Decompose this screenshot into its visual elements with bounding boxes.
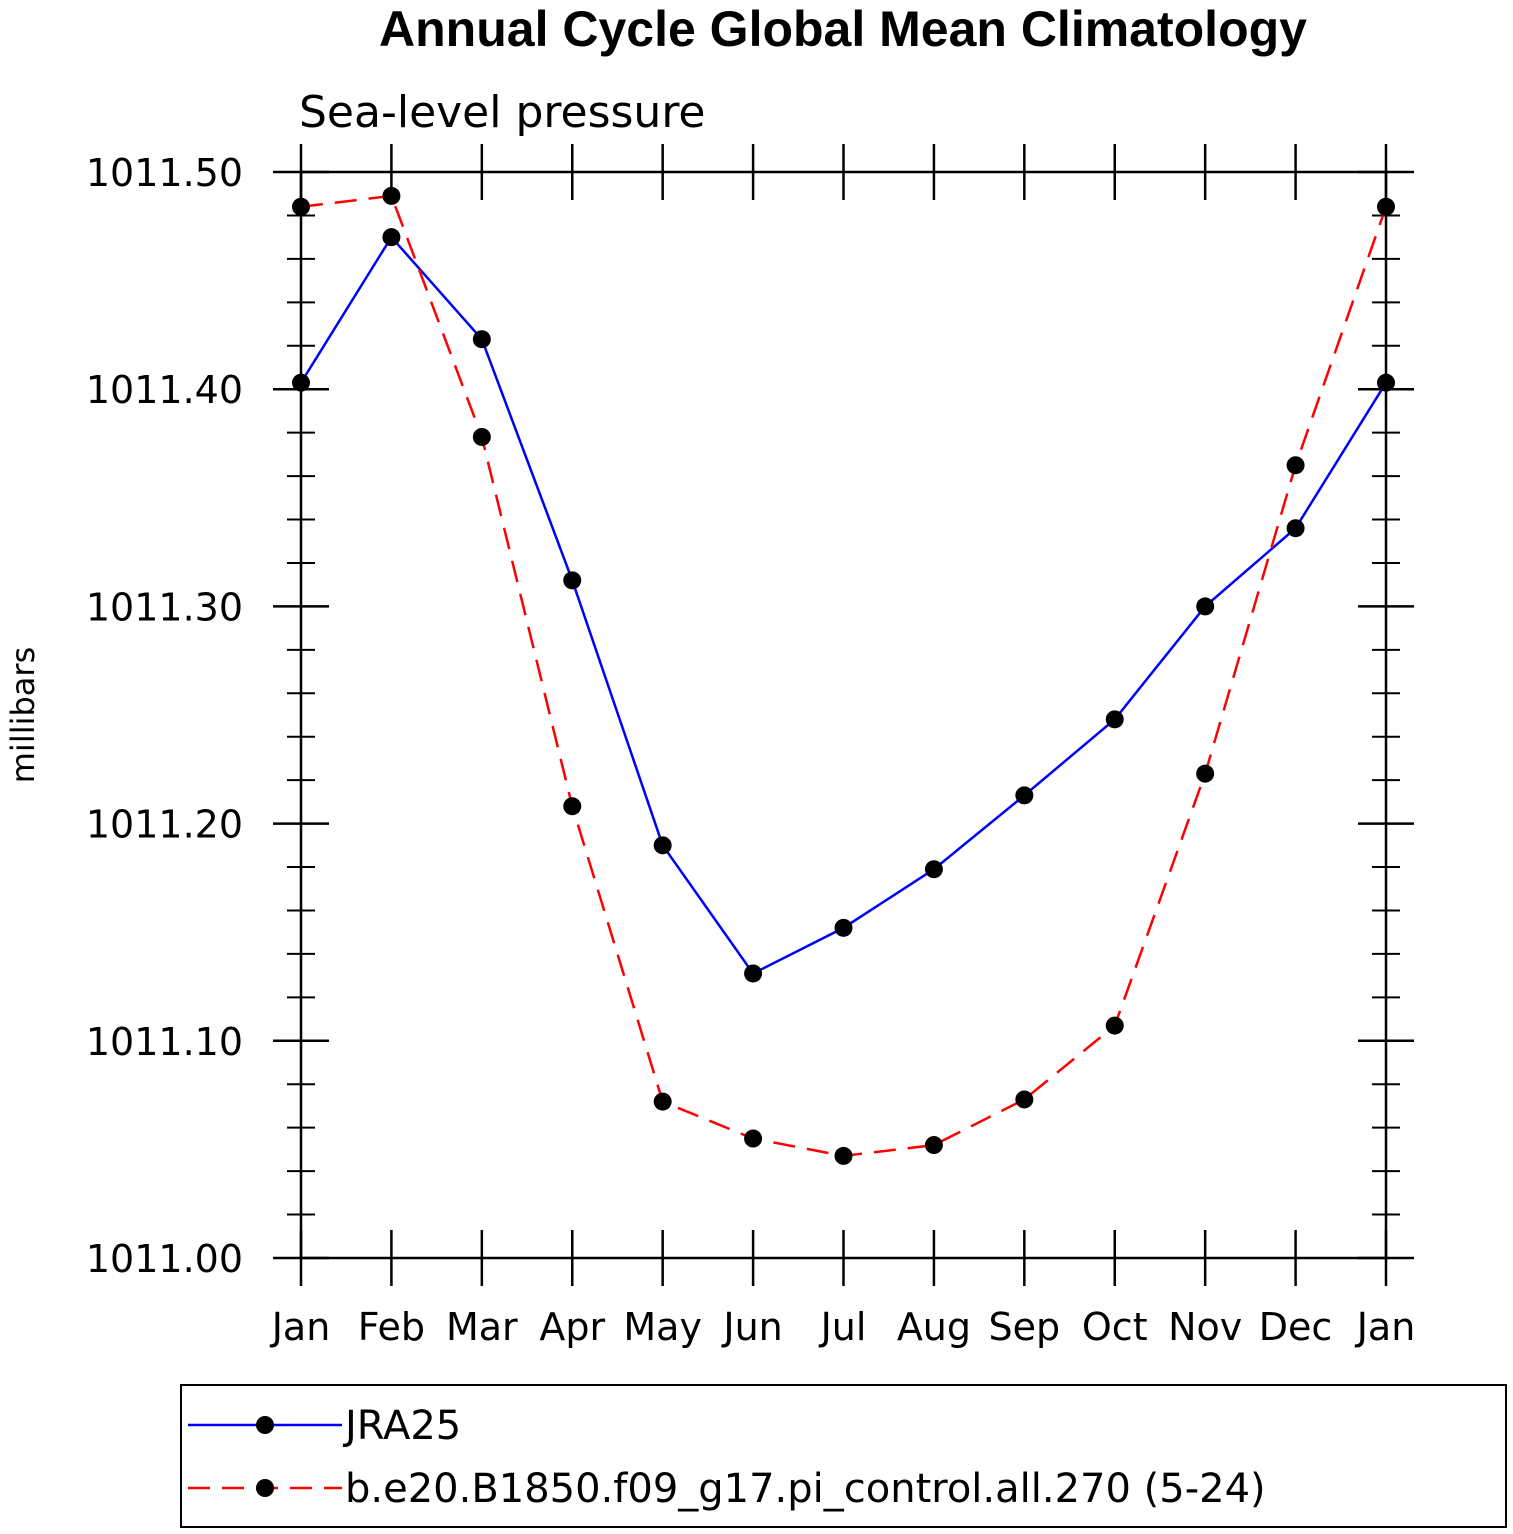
legend-label-jra25: JRA25 bbox=[342, 1403, 461, 1449]
tick-labels: Jan Feb Mar Apr May Jun Jul Aug Sep Oct Nov Dec Jan 1… bbox=[86, 151, 1415, 1349]
y-axis-label: millibars bbox=[4, 647, 42, 783]
legend-marker-jra25 bbox=[256, 1416, 274, 1434]
x-tick-label: Oct bbox=[1082, 1305, 1148, 1349]
x-tick-label: Sep bbox=[989, 1305, 1061, 1349]
data-point-series-0 bbox=[653, 836, 672, 855]
data-point-series-1 bbox=[924, 1136, 943, 1155]
data-point-series-0 bbox=[1286, 519, 1305, 538]
data-point-series-1 bbox=[834, 1146, 853, 1165]
x-tick-label: Jun bbox=[721, 1305, 782, 1349]
data-point-series-0 bbox=[744, 964, 763, 983]
y-tick-label: 1011.00 bbox=[86, 1237, 243, 1281]
chart-title: Annual Cycle Global Mean Climatology bbox=[379, 1, 1307, 57]
series-line-0 bbox=[299, 235, 1388, 976]
data-point-series-0 bbox=[1105, 710, 1124, 729]
x-tick-label: Dec bbox=[1259, 1305, 1333, 1349]
x-tick-label: Nov bbox=[1168, 1305, 1242, 1349]
data-point-series-0 bbox=[1015, 786, 1034, 805]
y-tick-label: 1011.50 bbox=[86, 151, 243, 195]
data-point-series-1 bbox=[382, 186, 401, 205]
x-tick-label: Apr bbox=[539, 1305, 605, 1349]
x-tick-label: May bbox=[623, 1305, 702, 1349]
x-tick-label: Feb bbox=[358, 1305, 425, 1349]
data-point-series-0 bbox=[1196, 597, 1215, 616]
chart-subtitle: Sea-level pressure bbox=[299, 87, 706, 138]
data-point-series-0 bbox=[924, 860, 943, 879]
data-point-series-1 bbox=[1196, 764, 1215, 783]
x-tick-label: Aug bbox=[897, 1305, 971, 1349]
data-point-series-0 bbox=[563, 571, 582, 590]
data-point-series-1 bbox=[1286, 456, 1305, 475]
legend-label-model: b.e20.B1850.f09_g17.pi_control.all.270 (… bbox=[345, 1466, 1266, 1512]
data-point-series-0 bbox=[472, 330, 491, 349]
y-tick-label: 1011.20 bbox=[86, 803, 243, 847]
data-point-series-1 bbox=[563, 797, 582, 816]
series-line-1 bbox=[300, 194, 1388, 1158]
y-tick-label: 1011.40 bbox=[86, 368, 243, 412]
data-point-series-0 bbox=[382, 228, 401, 247]
series-layer bbox=[292, 186, 1395, 1165]
data-point-series-1 bbox=[1015, 1090, 1034, 1109]
plot-frame bbox=[299, 170, 1388, 1260]
y-tick-label: 1011.10 bbox=[86, 1020, 243, 1064]
legend-box bbox=[180, 1384, 1507, 1528]
y-tick-label: 1011.30 bbox=[86, 585, 243, 629]
x-tick-label: Mar bbox=[446, 1305, 518, 1349]
axis-ticks bbox=[273, 144, 1414, 1286]
data-point-series-1 bbox=[1105, 1016, 1124, 1035]
legend-marker-model bbox=[256, 1479, 274, 1497]
x-tick-label: Jan bbox=[270, 1305, 331, 1349]
data-point-series-1 bbox=[744, 1129, 763, 1148]
data-point-series-0 bbox=[834, 918, 853, 937]
x-tick-label: Jul bbox=[819, 1305, 867, 1349]
legend: JRA25 b.e20.B1850.f09_g17.pi_control.all… bbox=[180, 1384, 1507, 1528]
x-tick-label: Jan bbox=[1355, 1305, 1416, 1349]
data-point-series-1 bbox=[472, 427, 491, 446]
data-point-series-1 bbox=[653, 1092, 672, 1111]
